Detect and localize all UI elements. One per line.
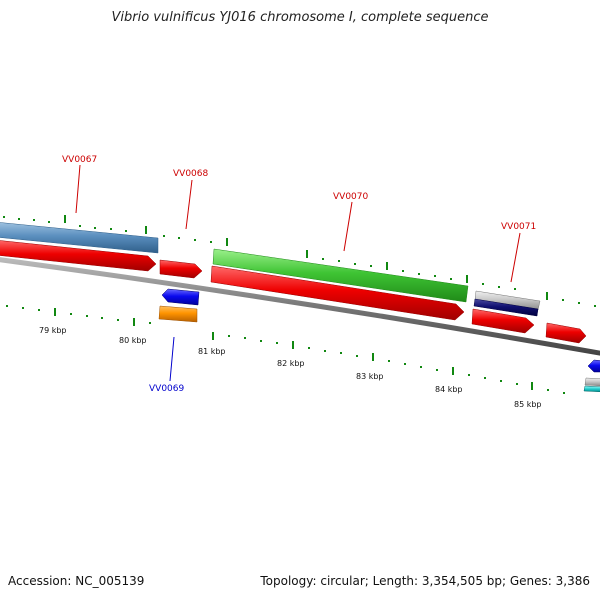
kbp-label-80: 80 kbp (119, 336, 147, 345)
label-vv0068: VV0068 (173, 169, 208, 179)
gene-reverse-blue[interactable] (161, 288, 200, 306)
leader-vv0071 (510, 232, 521, 283)
topology-summary: Topology: circular; Length: 3,354,505 bp… (260, 574, 590, 588)
outer-tick-row (3, 215, 596, 307)
gene-partial-cyan-right[interactable] (583, 385, 600, 393)
kbp-label-84: 84 kbp (435, 385, 463, 394)
leader-vv0070 (343, 201, 353, 252)
label-vv0071: VV0071 (501, 222, 536, 232)
label-vv0067: VV0067 (62, 155, 97, 165)
gene-forward-middle[interactable] (210, 265, 465, 321)
gene-forward-right-b[interactable] (545, 322, 587, 344)
chromosome-backbone (0, 257, 600, 356)
gene-vv0068[interactable] (159, 259, 203, 279)
kbp-label-85: 85 kbp (514, 400, 542, 409)
label-vv0070: VV0070 (333, 192, 368, 202)
inner-tick-row (6, 305, 565, 394)
gene-partial-gray-right[interactable] (584, 377, 600, 387)
gene-vv0067[interactable] (0, 222, 159, 254)
label-vv0069: VV0069 (149, 384, 184, 394)
gene-vv0071-part[interactable] (473, 298, 539, 317)
kbp-label-81: 81 kbp (198, 347, 226, 356)
kbp-label-83: 83 kbp (356, 372, 384, 381)
gene-partial-blue-right[interactable] (587, 359, 600, 373)
leader-vv0069 (169, 336, 175, 382)
gene-forward-left[interactable] (0, 240, 157, 272)
accession-text: Accession: NC_005139 (8, 574, 145, 588)
gene-vv0069[interactable] (158, 305, 198, 323)
kbp-label-79: 79 kbp (39, 326, 67, 335)
leader-vv0068 (185, 179, 193, 230)
leader-vv0067 (75, 164, 81, 214)
kbp-label-82: 82 kbp (277, 359, 305, 368)
gene-vv0070[interactable] (212, 248, 469, 303)
gene-forward-right-a[interactable] (471, 308, 535, 334)
map-title: Vibrio vulnificus YJ016 chromosome I, co… (111, 10, 489, 25)
